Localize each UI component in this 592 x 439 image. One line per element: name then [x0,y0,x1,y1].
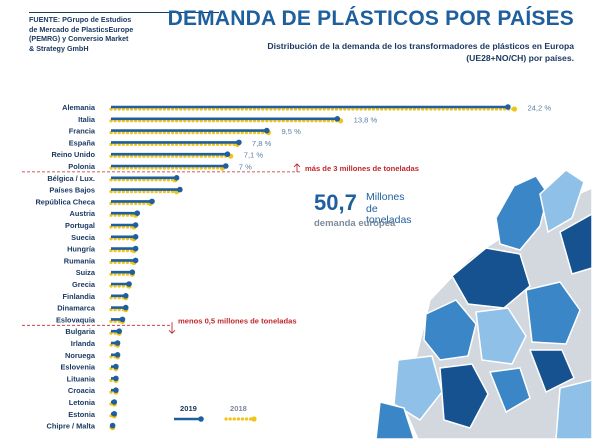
bar-end-2019 [113,375,119,382]
bar-end-2019 [122,304,129,311]
bar-end-2019 [116,328,122,335]
category-label: Portugal [65,221,95,230]
legend-swatch-end-2019 [198,416,204,422]
map-region [528,349,575,394]
bar-end-2019 [236,139,242,146]
category-label: Bélgica / Lux. [47,174,95,183]
category-label: Austria [70,209,96,218]
category-label: Chipre / Malta [47,422,96,431]
category-label: Eslovaquia [56,315,96,324]
bar-end-2019 [134,210,141,216]
map-region [555,379,592,439]
legend: 2019 2018 [174,404,257,422]
category-labels: Alemania Italia Francia España Reino Unido Po… [35,103,95,431]
category-label: Polonia [68,162,96,171]
bar-end-2019 [132,234,139,240]
category-label: Francia [69,127,96,136]
category-label: Noruega [65,351,96,360]
bar-end-2019 [132,245,139,252]
category-label: Eslovenia [60,363,95,372]
bar-end-2019 [119,316,126,323]
map-region [393,355,443,421]
map-region [439,363,489,429]
arrow-up-icon [293,163,301,172]
category-label: Finlandia [63,292,96,301]
map-region [539,169,585,234]
bar-end-2019 [334,116,341,122]
bar-end-2019 [113,387,119,394]
total-demand-unit: Millones de toneladas [366,191,412,226]
value-labels: 24,2 % 13,8 % 9,5 % 7,8 % 7,1 % 7 % [239,104,552,172]
value-label: 24,2 % [527,104,551,113]
arrow-down-icon [168,322,176,334]
category-label: Alemania [62,103,96,112]
value-label: 13,8 % [354,115,378,124]
bar-end-2019 [223,163,229,169]
map-region [488,367,531,414]
legend-swatch-end-2018 [251,416,257,422]
category-label: Estonia [68,410,96,419]
bar-series [109,104,518,431]
bar-end-2019 [132,257,139,264]
category-label: Reino Unido [51,150,95,159]
category-label: República Checa [35,197,95,206]
legend-label-2018: 2018 [230,404,247,413]
map-region [475,307,527,365]
category-label: Suecia [71,233,96,242]
bar-end-2019 [114,352,121,358]
bar-end-2019 [111,399,118,405]
legend-label-2019: 2019 [180,404,197,413]
total-demand-value: 50,7 [314,190,357,215]
bar-end-2019 [264,127,270,134]
category-label: Hungría [67,245,96,254]
value-label: 7 % [239,163,252,172]
bar-end-2019 [505,104,511,110]
map-region [559,213,592,275]
category-label: Rumanía [64,256,96,265]
bar-end-2019 [129,269,136,276]
bar-end-2019 [173,175,180,181]
category-label: Dinamarca [57,304,96,313]
category-label: Suiza [76,268,96,277]
europe-map [375,169,592,439]
bar-end-2019 [113,363,119,370]
bar-end-2019 [177,186,183,193]
bar-end-2019 [132,222,139,228]
annotations: más de 3 millones de toneladas menos 0,5 … [22,163,419,334]
category-label: Letonia [69,398,96,407]
category-label: Italia [78,115,96,124]
value-label: 7,1 % [244,151,264,160]
bar-end-2019 [109,422,116,429]
bar-end-2019 [122,293,129,299]
source-note: FUENTE: PGrupo de Estudios de Mercado de… [29,12,219,53]
page-subtitle: Distribución de la demanda de los transf… [267,41,574,63]
page-title: DEMANDA DE PLÁSTICOS POR PAÍSES [167,7,574,30]
value-label: 9,5 % [281,127,301,136]
annotation-lower: menos 0,5 millones de toneladas [178,316,297,325]
map-region [525,281,581,345]
map-region [451,247,531,309]
annotation-upper: más de 3 millones de toneladas [305,164,419,173]
category-label: Irlanda [71,339,96,348]
category-label: Croacia [68,386,96,395]
bar-end-2019 [111,411,118,417]
total-demand-caption: demanda europea [314,218,396,229]
category-label: Países Bajos [49,186,95,195]
map-region [423,299,477,361]
bar-end-2019 [126,281,132,287]
category-label: Lituania [67,374,96,383]
bar-end-2019 [149,198,155,205]
value-label: 7,8 % [252,139,272,148]
bar-end-2019 [114,340,121,346]
bar-end-2019 [224,151,231,157]
map-region [375,401,415,439]
category-label: España [69,138,96,147]
category-label: Bulgaria [65,327,95,336]
bar-end-2018 [511,106,518,112]
category-label: Grecia [72,280,96,289]
